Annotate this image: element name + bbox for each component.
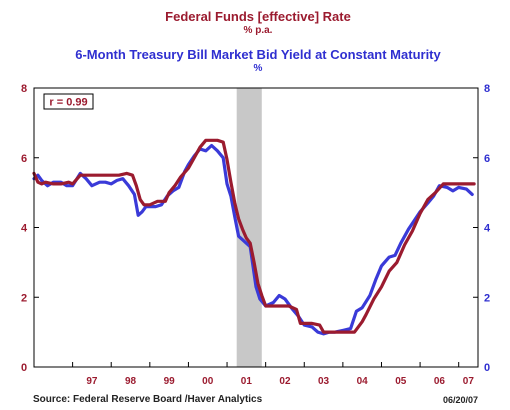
x-tick-label: 01 <box>241 376 253 387</box>
y-tick-label-right: 6 <box>484 153 490 165</box>
y-tick-label-right: 0 <box>484 362 490 374</box>
x-tick-label: 04 <box>357 376 369 387</box>
chart-title-unit: % p.a. <box>244 25 273 36</box>
chart-title: Federal Funds [effective] Rate <box>165 9 351 24</box>
y-tick-label-right: 2 <box>484 292 490 304</box>
x-tick-label: 02 <box>279 376 291 387</box>
y-tick-label-left: 6 <box>21 153 27 165</box>
y-tick-label-left: 8 <box>21 83 27 95</box>
chart-subtitle-unit: % <box>254 63 263 74</box>
series-line-tbill <box>32 143 474 336</box>
x-tick-label: 07 <box>463 376 475 387</box>
x-tick-label: 05 <box>395 376 407 387</box>
y-tick-label-left: 0 <box>21 362 27 374</box>
source-note: Source: Federal Reserve Board /Haver Ana… <box>33 394 263 405</box>
y-tick-label-left: 2 <box>21 292 27 304</box>
series-lines <box>32 138 476 336</box>
series-line-fed-funds <box>32 138 476 334</box>
correlation-label: r = 0.99 <box>49 97 87 109</box>
x-tick-label: 06 <box>434 376 446 387</box>
chart-subtitle: 6-Month Treasury Bill Market Bid Yield a… <box>75 47 441 62</box>
x-tick-label: 03 <box>318 376 330 387</box>
axis-ticks: 0 02 24 46 68 897 98 99 00 01 02 03 04 05 06 07 <box>21 83 491 387</box>
y-tick-label-right: 8 <box>484 83 490 95</box>
x-tick-label: 98 <box>125 376 137 387</box>
y-tick-label-right: 4 <box>484 223 491 235</box>
x-tick-label: 99 <box>164 376 176 387</box>
correlation-box <box>43 93 94 110</box>
date-stamp: 06/20/07 <box>443 395 478 405</box>
x-tick-label: 00 <box>202 376 214 387</box>
x-tick-label: 97 <box>86 376 98 387</box>
y-tick-label-left: 4 <box>21 223 28 235</box>
